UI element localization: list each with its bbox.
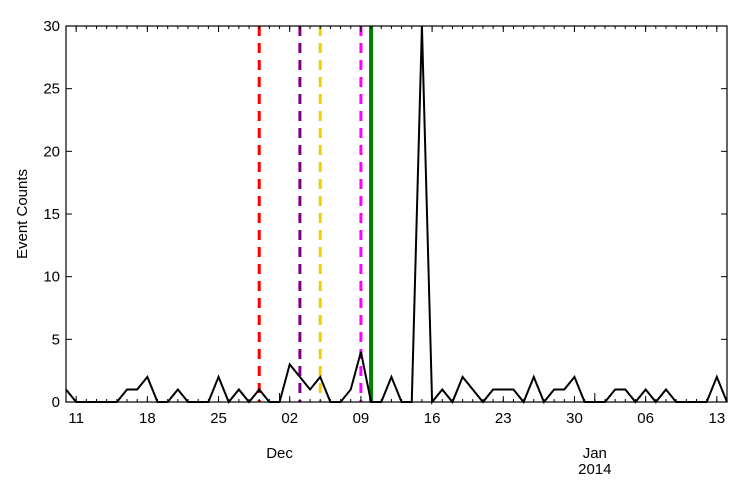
event-marker-lines [257, 26, 374, 402]
x-tick-label: 18 [139, 410, 156, 427]
y-tick-label: 0 [52, 394, 60, 411]
x-month-label: Jan [583, 445, 607, 462]
x-tick-label: 16 [424, 410, 441, 427]
x-year-label: 2014 [578, 461, 611, 478]
plot-frame [65, 25, 728, 403]
y-tick-label: 5 [52, 331, 60, 348]
series-group [65, 25, 728, 405]
x-tick-label: 06 [637, 410, 654, 427]
x-tick-label: 13 [708, 410, 725, 427]
x-tick-label: 25 [210, 410, 227, 427]
y-tick-label: 15 [43, 206, 60, 223]
x-month-label: Dec [266, 445, 293, 462]
x-tick-label: 11 [68, 410, 84, 427]
y-axis-label: Event Counts [14, 169, 31, 259]
series-line-1 [65, 25, 728, 405]
x-tick-label: 30 [566, 410, 583, 427]
y-tick-label: 10 [43, 269, 60, 286]
y-tick-label: 25 [43, 81, 60, 98]
x-tick-label: 23 [495, 410, 512, 427]
y-axis: 0 5 10 15 20 25 30 [43, 18, 727, 411]
x-tick-label: 09 [353, 410, 370, 427]
y-tick-label: 30 [43, 18, 60, 35]
x-tick-label: 02 [281, 410, 298, 427]
y-tick-label: 20 [43, 143, 60, 160]
